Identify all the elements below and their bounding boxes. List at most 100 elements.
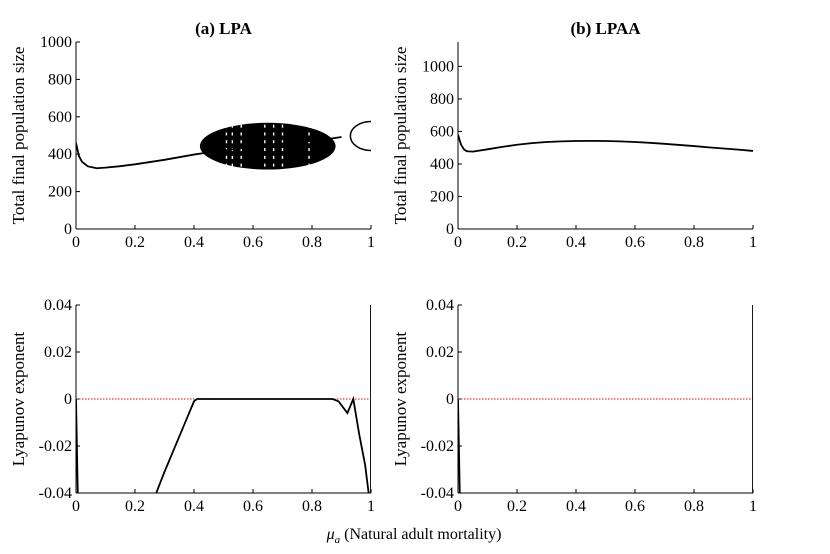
y-tick: 0 [446,221,462,238]
band-speckle [231,132,234,136]
band-speckle [225,124,228,128]
y-tick-label: 600 [430,123,454,140]
x-tick-label: 0.4 [566,234,586,251]
x-tick: 0.8 [302,225,322,251]
panel-d: 0 0.2 0.4 0.6 0.8 1 -0.04 -0.02 0 0.02 0.04 Lyapuno… [391,297,757,515]
band-speckle [308,163,310,167]
x-tick-label: 0.6 [243,234,263,251]
band-speckle [281,155,284,159]
y-tick: -0.04 [39,485,80,502]
x-tick-label: 0 [454,234,462,251]
band-speckle [308,148,310,152]
band-speckle [281,163,284,167]
y-tick: 200 [430,188,462,205]
band-speckle [225,140,228,144]
y-tick: 400 [430,156,462,173]
band-speckle [264,124,266,128]
y-tick-label: 400 [48,146,72,163]
x-tick: 0.6 [243,489,263,515]
x-tick: 0.2 [125,225,145,251]
x-tick: 0.2 [125,489,145,515]
x-tick: 0.8 [302,489,322,515]
y-tick-label: 1000 [422,58,454,75]
x-tick-label: 0.6 [243,498,263,515]
x-tick: 0.4 [184,225,204,251]
y-tick: 1000 [40,34,80,51]
y-tick: 0 [64,221,80,238]
panel-b: 0 0.2 0.4 0.6 0.8 1 0 200 400 600 800 1000 (b) LPAA T… [391,19,757,251]
x-tick: 0 [72,225,80,251]
y-tick: 800 [48,71,80,88]
band-speckle [264,163,266,167]
band-speckle [225,132,228,136]
band-speckle [281,148,284,152]
y-tick: 1000 [422,58,462,75]
y-tick: 0.02 [44,344,80,361]
y-tick-label: -0.02 [421,438,454,455]
x-tick-label: 1 [749,234,757,251]
series-line [458,134,753,153]
x-tick-label: 1 [749,498,757,515]
x-tick: 0.6 [625,489,645,515]
y-tick-label: -0.04 [421,485,454,502]
x-tick-label: 0 [454,498,462,515]
x-tick-label: 0.8 [684,498,704,515]
x-tick-label: 0.4 [184,498,204,515]
plot-area [76,120,371,170]
band-speckle [225,163,228,167]
band-speckle [240,155,242,159]
y-tick-label: 800 [430,91,454,108]
plot-area [458,305,753,493]
band-speckle [264,140,266,144]
y-tick: 0 [446,391,462,408]
y-tick-label: 0 [446,391,454,408]
band-speckle [308,132,310,136]
x-axis-label: μa (Natural adult mortality) [326,526,502,546]
y-tick: 0.02 [426,344,462,361]
band-speckle [281,140,284,144]
y-axis-label: Total final population size [9,47,28,225]
x-tick: 0.6 [243,225,263,251]
x-tick: 0 [454,489,462,515]
x-tick-label: 0.8 [302,498,322,515]
y-axis-label: Total final population size [391,47,410,225]
y-tick: 0 [64,391,80,408]
x-tick-label: 0.2 [507,234,527,251]
x-axis-label-symbol: μ [326,526,335,543]
x-tick: 0 [454,225,462,251]
x-tick: 0.8 [684,225,704,251]
y-tick-label: 600 [48,109,72,126]
y-tick-label: 0.02 [44,344,72,361]
y-tick: 600 [48,109,80,126]
panel-a: 0 0.2 0.4 0.6 0.8 1 0 200 400 600 800 1000 (a) LPA To… [9,19,375,251]
y-tick: 0.04 [426,297,462,314]
x-tick-label: 0 [72,498,80,515]
y-tick: -0.04 [421,485,462,502]
x-tick-label: 0.6 [625,234,645,251]
y-axis-label: Lyapunov exponent [391,331,410,466]
plot-area [458,134,753,153]
band-speckle [272,140,275,144]
x-tick-label: 0.4 [566,498,586,515]
y-tick: -0.02 [39,438,80,455]
band-speckle [272,148,275,152]
band-speckle [225,155,228,159]
y-tick-label: 0 [446,221,454,238]
x-tick: 0.8 [684,489,704,515]
x-tick-label: 0.8 [684,234,704,251]
panel-title: (b) LPAA [570,19,641,38]
x-tick: 0.4 [184,489,204,515]
x-tick-label: 1 [367,498,375,515]
x-tick-label: 0 [72,234,80,251]
y-tick-label: 0.04 [44,297,72,314]
x-tick: 0.4 [566,489,586,515]
y-tick-label: -0.04 [39,485,72,502]
y-tick-label: 1000 [40,34,72,51]
y-tick: -0.02 [421,438,462,455]
panel-c: 0 0.2 0.4 0.6 0.8 1 -0.04 -0.02 0 0.02 0.04 Lyapuno… [9,297,375,515]
band-speckle [231,124,234,128]
x-tick-label: 0.4 [184,234,204,251]
y-tick-label: 0 [64,221,72,238]
band-speckle [240,124,242,128]
y-tick: 200 [48,184,80,201]
